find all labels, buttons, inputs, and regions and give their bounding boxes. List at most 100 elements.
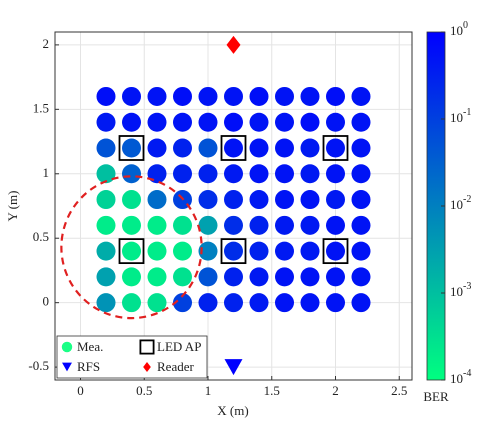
data-point (351, 215, 371, 235)
x-tick-label: 0 (77, 383, 84, 398)
colorbar-tick-label: 10-4 (450, 368, 471, 386)
data-point (96, 138, 116, 158)
colorbar-tick-label: 100 (450, 20, 468, 38)
y-tick-label: 1 (43, 165, 50, 180)
y-tick-label: 0 (43, 294, 50, 309)
data-point (275, 267, 294, 287)
colorbar-tick-label: 10-1 (450, 107, 471, 125)
data-point (96, 267, 116, 287)
led-ap-marker (322, 135, 349, 161)
data-point (198, 112, 218, 132)
data-point (275, 293, 294, 313)
data-point (96, 215, 116, 235)
led-ap-marker (220, 238, 247, 265)
data-point (275, 190, 294, 210)
data-point (173, 112, 192, 132)
data-point (96, 241, 116, 261)
data-point (300, 215, 320, 235)
data-point (198, 267, 218, 287)
data-point (173, 215, 192, 235)
data-point (96, 112, 116, 132)
data-point (249, 241, 269, 261)
legend-marker (139, 339, 155, 355)
data-point (275, 164, 294, 184)
legend-marker (62, 362, 72, 372)
data-point (351, 241, 371, 261)
data-point (224, 241, 243, 261)
x-tick-label: 1 (205, 383, 212, 398)
data-point (351, 190, 371, 210)
data-point (351, 164, 371, 184)
data-point (326, 164, 345, 184)
y-tick-label: 2 (43, 36, 50, 51)
data-point (351, 138, 371, 158)
data-point (173, 86, 192, 106)
data-point (275, 241, 294, 261)
y-tick-label: 1.5 (33, 100, 49, 115)
data-point (122, 164, 141, 184)
data-point (122, 138, 141, 158)
data-point (249, 267, 269, 287)
data-point (326, 112, 345, 132)
data-point (122, 293, 141, 313)
data-point (173, 267, 192, 287)
data-point (275, 215, 294, 235)
data-point (198, 86, 218, 106)
legend-label: RFS (77, 359, 100, 374)
data-point (300, 241, 320, 261)
data-point (300, 267, 320, 287)
data-point (147, 112, 167, 132)
data-point (147, 215, 167, 235)
x-tick-label: 2 (332, 383, 339, 398)
reader-marker (226, 35, 241, 54)
data-point (249, 112, 269, 132)
data-point (96, 86, 116, 106)
data-point (275, 112, 294, 132)
data-point (96, 293, 116, 313)
data-point (224, 138, 243, 158)
data-point (275, 138, 294, 158)
data-point (326, 293, 345, 313)
led-ap-marker (322, 238, 349, 265)
data-point (198, 241, 218, 261)
x-tick-label: 1.5 (264, 383, 280, 398)
data-point (300, 190, 320, 210)
data-point (249, 164, 269, 184)
data-point (224, 190, 243, 210)
data-point (326, 190, 345, 210)
data-point (326, 267, 345, 287)
data-point (224, 293, 243, 313)
data-point (326, 215, 345, 235)
data-point (224, 164, 243, 184)
region-circle (60, 175, 203, 320)
x-tick-label: 0.5 (136, 383, 152, 398)
data-point (122, 190, 141, 210)
legend-label: LED AP (157, 339, 201, 354)
data-point (300, 293, 320, 313)
data-point (173, 241, 192, 261)
data-point (224, 215, 243, 235)
data-point (147, 164, 167, 184)
data-point (122, 215, 141, 235)
data-point (351, 112, 371, 132)
data-point (122, 112, 141, 132)
data-point (122, 241, 141, 261)
data-point (326, 241, 345, 261)
data-point (300, 86, 320, 106)
data-point (249, 293, 269, 313)
legend: Mea. LED AP RFS Reader (56, 335, 208, 379)
data-point (147, 138, 167, 158)
data-point (198, 293, 218, 313)
data-point (224, 86, 243, 106)
data-point (326, 86, 345, 106)
data-point (351, 86, 371, 106)
plot-frame (54, 31, 413, 381)
data-point (351, 267, 371, 287)
data-point (300, 112, 320, 132)
colorbar-tick-label: 10-3 (450, 281, 471, 299)
data-point (300, 164, 320, 184)
data-point (224, 112, 243, 132)
data-point (275, 86, 294, 106)
data-point (198, 164, 218, 184)
